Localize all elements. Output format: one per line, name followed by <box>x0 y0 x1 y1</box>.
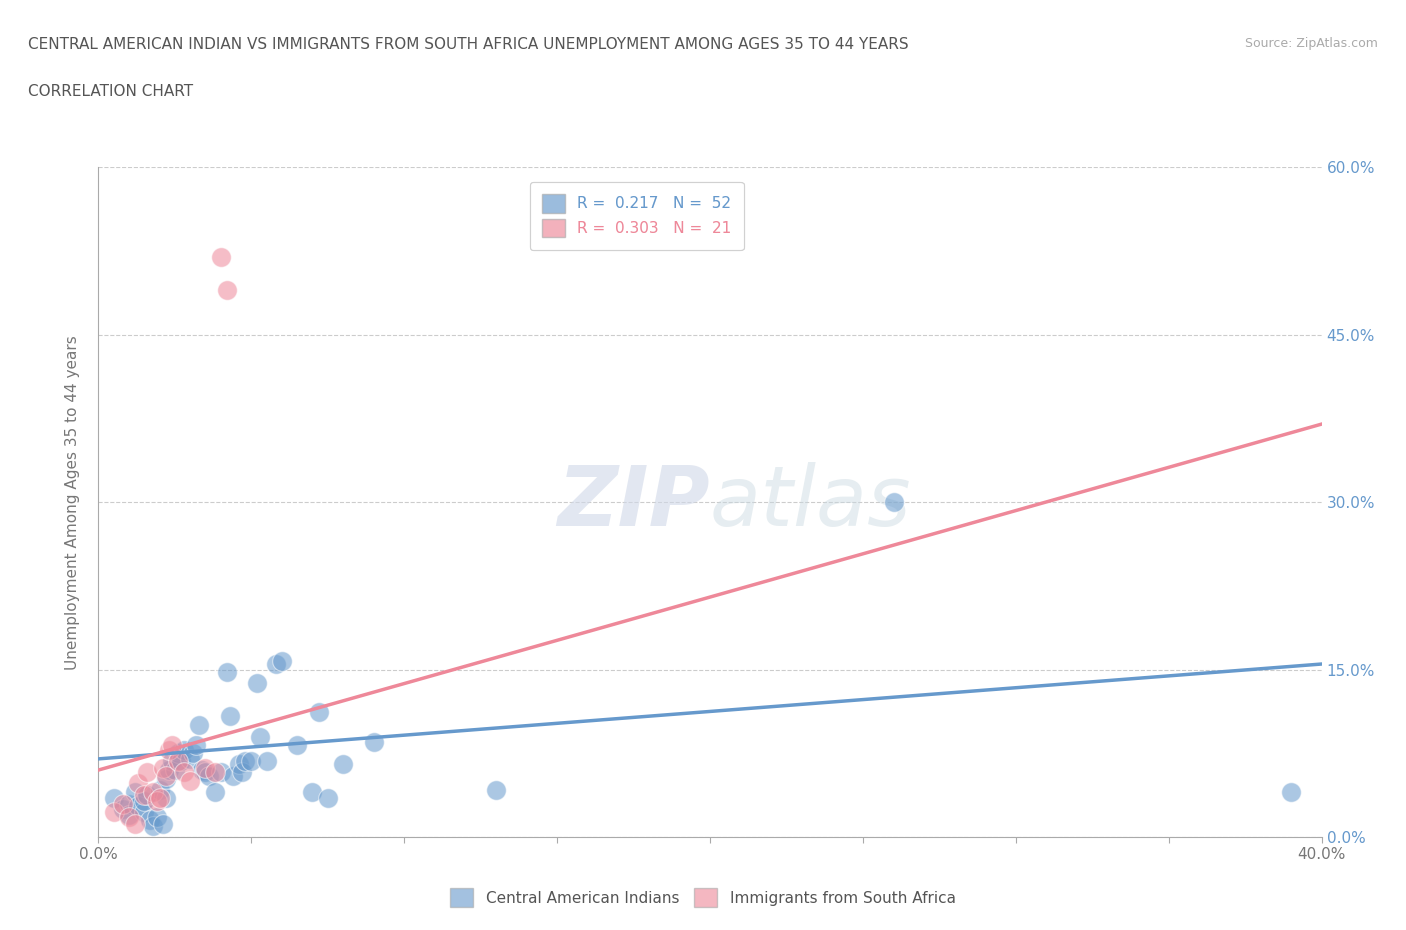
Point <box>160 738 183 753</box>
Point <box>111 802 134 817</box>
Point <box>240 753 263 768</box>
Point <box>219 709 242 724</box>
Point <box>145 809 167 824</box>
Point <box>124 785 146 800</box>
Point <box>222 768 245 783</box>
Point <box>179 774 201 789</box>
Legend: Central American Indians, Immigrants from South Africa: Central American Indians, Immigrants fro… <box>444 883 962 913</box>
Point <box>179 751 201 766</box>
Point <box>136 764 159 779</box>
Point <box>194 764 217 779</box>
Text: CENTRAL AMERICAN INDIAN VS IMMIGRANTS FROM SOUTH AFRICA UNEMPLOYMENT AMONG AGES : CENTRAL AMERICAN INDIAN VS IMMIGRANTS FR… <box>28 37 908 52</box>
Point <box>270 653 292 668</box>
Point <box>173 764 195 779</box>
Point <box>103 805 125 820</box>
Y-axis label: Unemployment Among Ages 35 to 44 years: Unemployment Among Ages 35 to 44 years <box>65 335 80 670</box>
Text: Source: ZipAtlas.com: Source: ZipAtlas.com <box>1244 37 1378 50</box>
Point <box>127 798 149 813</box>
Point <box>134 787 156 802</box>
Point <box>264 657 287 671</box>
Text: ZIP: ZIP <box>557 461 710 543</box>
Point <box>231 764 253 779</box>
Point <box>134 805 156 820</box>
Point <box>188 718 211 733</box>
Point <box>246 675 269 690</box>
Point <box>249 729 271 744</box>
Point <box>209 249 232 264</box>
Point <box>181 746 204 761</box>
Point <box>209 764 232 779</box>
Point <box>118 796 141 811</box>
Point <box>149 783 172 798</box>
Point <box>124 817 146 831</box>
Point <box>883 495 905 510</box>
Point <box>167 746 190 761</box>
Point <box>204 785 226 800</box>
Point <box>173 742 195 757</box>
Point <box>194 761 217 776</box>
Point <box>163 763 186 777</box>
Point <box>1279 785 1302 800</box>
Point <box>215 283 238 298</box>
Point <box>204 764 226 779</box>
Point <box>142 785 165 800</box>
Text: CORRELATION CHART: CORRELATION CHART <box>28 84 193 99</box>
Text: atlas: atlas <box>710 461 911 543</box>
Point <box>485 783 508 798</box>
Point <box>139 813 162 828</box>
Point <box>233 753 256 768</box>
Point <box>160 753 183 768</box>
Point <box>157 763 180 777</box>
Point <box>127 776 149 790</box>
Point <box>256 753 278 768</box>
Point <box>155 772 177 787</box>
Point <box>332 757 354 772</box>
Point <box>197 768 219 783</box>
Point <box>316 790 339 805</box>
Point <box>167 753 190 768</box>
Point <box>155 790 177 805</box>
Legend: R =  0.217   N =  52, R =  0.303   N =  21: R = 0.217 N = 52, R = 0.303 N = 21 <box>530 181 744 249</box>
Point <box>155 768 177 783</box>
Point <box>301 785 323 800</box>
Point <box>170 753 193 768</box>
Point <box>215 664 238 679</box>
Point <box>145 794 167 809</box>
Point <box>152 817 174 831</box>
Point <box>103 790 125 805</box>
Point <box>134 794 156 809</box>
Point <box>136 787 159 802</box>
Point <box>363 735 385 750</box>
Point <box>118 809 141 824</box>
Point <box>228 757 250 772</box>
Point <box>191 763 214 777</box>
Point <box>152 761 174 776</box>
Point <box>186 738 208 753</box>
Point <box>149 790 172 805</box>
Point <box>111 796 134 811</box>
Point <box>142 818 165 833</box>
Point <box>118 807 141 822</box>
Point <box>285 738 308 753</box>
Point <box>157 742 180 757</box>
Point <box>308 705 330 720</box>
